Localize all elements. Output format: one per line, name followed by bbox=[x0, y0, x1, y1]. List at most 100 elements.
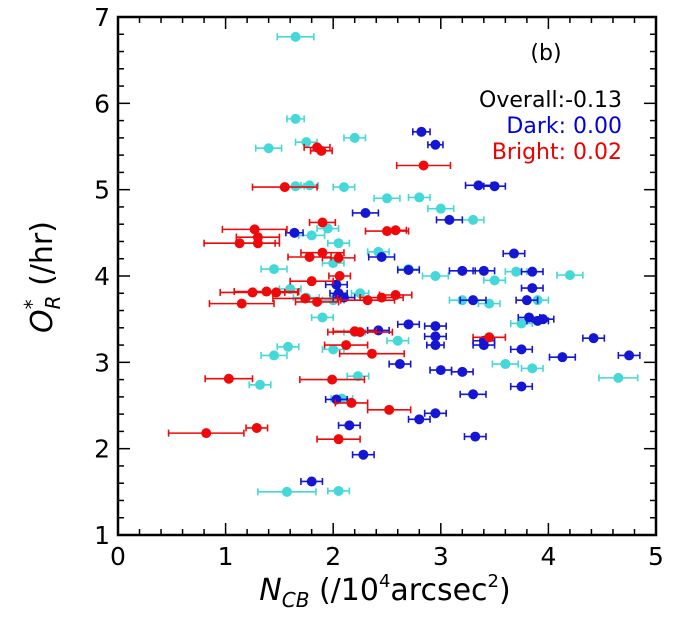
data-point bbox=[382, 226, 392, 237]
data-point bbox=[444, 214, 455, 225]
data-point bbox=[470, 431, 481, 442]
y-tick-label: 7 bbox=[94, 3, 110, 32]
series-1 bbox=[285, 126, 641, 487]
data-point bbox=[223, 373, 234, 384]
x-tick-label: 0 bbox=[110, 542, 126, 571]
data-point bbox=[468, 214, 479, 225]
data-point bbox=[414, 414, 425, 425]
data-point bbox=[435, 203, 446, 214]
data-point bbox=[521, 295, 532, 306]
data-point bbox=[527, 266, 538, 277]
data-point bbox=[306, 230, 317, 241]
data-point bbox=[430, 321, 441, 332]
data-point bbox=[355, 288, 366, 299]
data-point bbox=[478, 265, 489, 276]
data-point bbox=[468, 295, 479, 306]
data-point bbox=[376, 292, 387, 303]
data-point bbox=[263, 143, 274, 154]
data-point bbox=[317, 247, 328, 258]
data-point bbox=[384, 404, 395, 415]
x-tick-label: 3 bbox=[433, 542, 449, 571]
data-point bbox=[366, 348, 377, 359]
series-2 bbox=[167, 142, 507, 445]
data-point bbox=[403, 319, 414, 330]
data-point bbox=[532, 315, 543, 326]
y-tick-label: 5 bbox=[94, 176, 110, 205]
data-point bbox=[624, 350, 635, 361]
data-point bbox=[271, 287, 282, 298]
data-point bbox=[251, 422, 262, 433]
data-point bbox=[511, 266, 522, 277]
data-points bbox=[167, 31, 641, 497]
data-point bbox=[414, 192, 425, 203]
data-point bbox=[390, 289, 401, 300]
data-point bbox=[349, 132, 360, 143]
y-tick-label: 4 bbox=[94, 262, 110, 291]
y-tick-label: 3 bbox=[94, 348, 110, 377]
data-point bbox=[331, 394, 342, 405]
data-point bbox=[317, 312, 328, 323]
data-point bbox=[327, 374, 338, 385]
data-point bbox=[527, 363, 538, 374]
data-point bbox=[430, 271, 441, 281]
y-tick-labels: 1 2 3 4 5 6 7 bbox=[94, 3, 110, 550]
x-tick-label: 2 bbox=[325, 542, 341, 571]
data-point bbox=[255, 379, 266, 390]
data-point bbox=[392, 335, 403, 346]
y-axis-label: O*R (/hr) bbox=[20, 221, 65, 333]
data-point bbox=[457, 366, 468, 377]
y-tick-label: 6 bbox=[94, 89, 110, 118]
dark-correlation: Dark: 0.00 bbox=[506, 114, 622, 139]
data-point bbox=[249, 224, 260, 235]
data-point bbox=[557, 352, 568, 363]
data-point bbox=[430, 408, 441, 419]
data-point bbox=[516, 344, 527, 355]
data-point bbox=[306, 276, 317, 287]
data-point bbox=[346, 397, 357, 408]
data-point bbox=[317, 217, 328, 228]
data-point bbox=[527, 283, 538, 294]
data-point bbox=[403, 264, 414, 275]
data-point bbox=[352, 371, 363, 382]
data-point bbox=[269, 264, 280, 275]
svg-text:O*R (/hr): O*R (/hr) bbox=[20, 221, 65, 333]
data-point bbox=[300, 293, 311, 304]
data-point bbox=[430, 139, 441, 150]
data-point bbox=[334, 271, 345, 281]
data-point bbox=[390, 225, 401, 236]
data-point bbox=[588, 333, 599, 344]
data-point bbox=[358, 449, 369, 460]
x-tick-label: 5 bbox=[648, 542, 664, 571]
data-point bbox=[484, 332, 495, 343]
data-point bbox=[252, 238, 263, 249]
data-point bbox=[333, 238, 344, 249]
data-point bbox=[613, 372, 624, 383]
data-point bbox=[360, 207, 371, 218]
panel-label: (b) bbox=[530, 41, 561, 66]
axis-ticks bbox=[117, 16, 657, 536]
data-point bbox=[416, 126, 427, 137]
data-point bbox=[269, 350, 280, 361]
data-point bbox=[281, 486, 292, 497]
data-point bbox=[333, 485, 344, 496]
data-point bbox=[236, 298, 247, 309]
data-point bbox=[290, 181, 301, 192]
data-point bbox=[564, 270, 575, 281]
data-point bbox=[304, 180, 315, 191]
data-point bbox=[289, 227, 300, 238]
data-point bbox=[489, 275, 500, 286]
x-tick-labels: 0 1 2 3 4 5 bbox=[110, 542, 664, 571]
data-point bbox=[435, 365, 446, 376]
data-point bbox=[290, 31, 301, 42]
data-point bbox=[362, 295, 373, 306]
x-tick-label: 4 bbox=[540, 542, 556, 571]
data-point bbox=[430, 331, 441, 342]
data-point bbox=[304, 252, 315, 263]
data-point bbox=[290, 113, 301, 124]
data-point bbox=[373, 325, 384, 336]
data-point bbox=[316, 145, 327, 156]
data-point bbox=[283, 341, 294, 352]
x-axis-label: NCB (/104arcsec2) bbox=[259, 571, 510, 612]
series-0 bbox=[248, 31, 639, 497]
